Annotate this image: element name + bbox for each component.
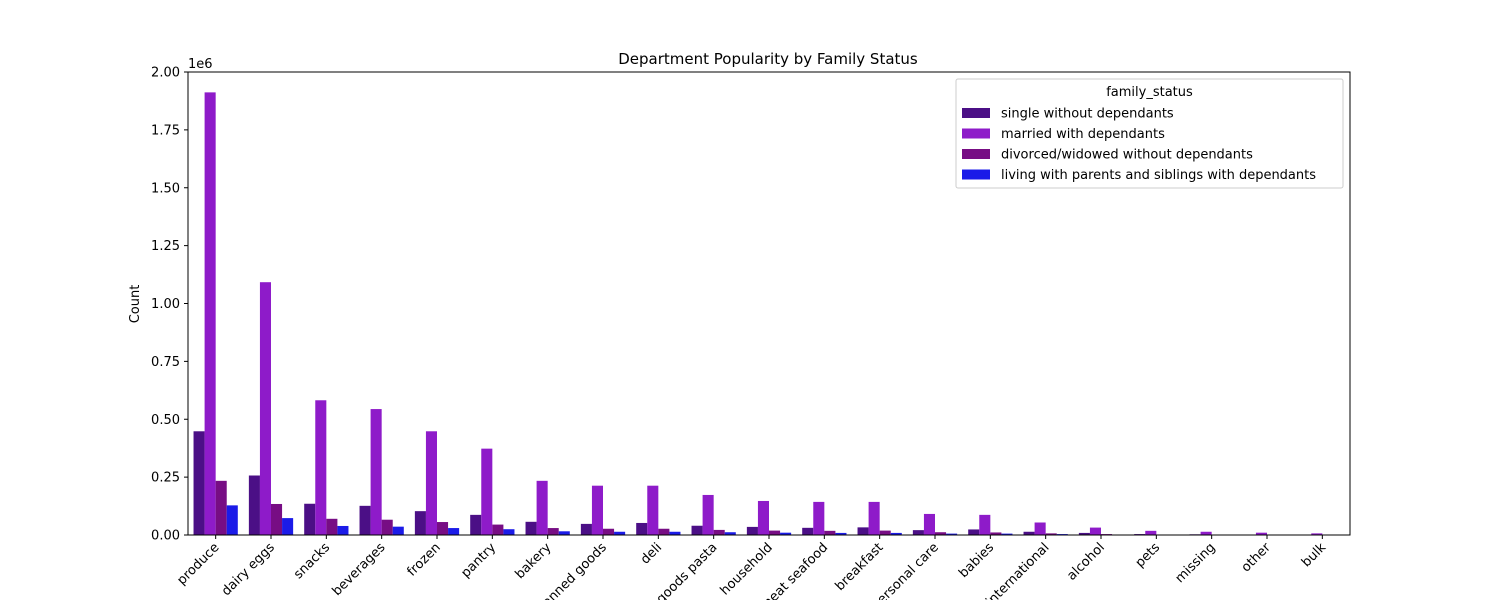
bar: [227, 505, 238, 535]
bar: [692, 526, 703, 535]
bar: [371, 409, 382, 535]
y-tick-label: 0.00: [151, 529, 180, 544]
bar: [1145, 531, 1156, 535]
y-tick-label: 1.50: [151, 181, 180, 196]
bar: [481, 449, 492, 535]
bar: [537, 481, 548, 535]
legend-swatch: [962, 108, 990, 118]
bar: [271, 504, 282, 535]
bar: [813, 502, 824, 535]
bar: [216, 481, 227, 535]
bar: [282, 518, 293, 535]
bar: [858, 527, 869, 535]
bar: [592, 486, 603, 535]
bar: [492, 525, 503, 535]
x-tick-label: bulk: [1299, 540, 1329, 570]
x-tick-label: household: [718, 540, 776, 598]
bar: [758, 501, 769, 535]
bar: [714, 530, 725, 535]
x-tick-label: alcohol: [1064, 540, 1107, 583]
bar: [747, 527, 758, 535]
y-tick-label: 2.00: [151, 66, 180, 81]
y-tick-label: 0.50: [151, 413, 180, 428]
bar: [647, 486, 658, 535]
y-axis-label: Count: [128, 285, 143, 324]
legend-label: married with dependants: [1001, 127, 1165, 142]
x-tick-label: babies: [956, 540, 997, 581]
bar: [1090, 528, 1101, 535]
bar: [326, 519, 337, 535]
bar: [802, 528, 813, 535]
bar: [703, 495, 714, 535]
bar: [636, 523, 647, 535]
bar: [924, 514, 935, 535]
y-tick-label: 0.25: [151, 471, 180, 486]
legend-title: family_status: [1106, 85, 1193, 100]
bar: [360, 506, 371, 535]
legend-label: divorced/widowed without dependants: [1001, 148, 1253, 163]
bar: [415, 511, 426, 535]
bar: [824, 531, 835, 535]
y-tick-label: 0.75: [151, 355, 180, 370]
bar: [1035, 522, 1046, 535]
x-tick-label: other: [1239, 540, 1275, 576]
bar: [603, 529, 614, 535]
bar: [503, 529, 514, 535]
y-axis-offset-label: 1e6: [188, 57, 213, 72]
y-tick-label: 1.75: [151, 123, 180, 138]
x-tick-label: missing: [1173, 540, 1219, 586]
bar: [260, 282, 271, 535]
bar: [968, 529, 979, 535]
bar: [470, 515, 481, 535]
bar: [393, 527, 404, 535]
bar: [581, 524, 592, 535]
bar: [880, 531, 891, 535]
bar: [548, 528, 559, 535]
x-tick-label: dairy eggs: [219, 540, 278, 599]
x-tick-label: bakery: [513, 540, 555, 582]
bar: [869, 502, 880, 535]
bar: [194, 431, 205, 535]
y-tick-label: 1.00: [151, 297, 180, 312]
legend-swatch: [962, 129, 990, 139]
bar: [979, 515, 990, 535]
legend-swatch: [962, 170, 990, 180]
x-tick-label: produce: [174, 540, 222, 588]
y-tick-label: 1.25: [151, 239, 180, 254]
bar: [526, 522, 537, 535]
legend-label: living with parents and siblings with de…: [1001, 168, 1316, 183]
x-tick-label: pantry: [458, 540, 499, 581]
bar: [769, 531, 780, 535]
bar: [437, 522, 448, 535]
legend-swatch: [962, 149, 990, 159]
x-tick-label: breakfast: [833, 540, 887, 594]
bar: [559, 531, 570, 535]
bar: [382, 520, 393, 535]
x-tick-label: deli: [638, 540, 665, 567]
bar: [315, 400, 326, 535]
bar: [205, 92, 216, 535]
x-tick-label: snacks: [291, 540, 333, 582]
bar: [913, 530, 924, 535]
chart-title: Department Popularity by Family Status: [618, 50, 918, 68]
bar: [426, 431, 437, 535]
bar: [304, 504, 315, 535]
x-tick-label: frozen: [404, 540, 443, 579]
x-tick-label: beverages: [330, 540, 389, 599]
bar: [658, 529, 669, 535]
bar: [448, 528, 459, 535]
legend-label: single without dependants: [1001, 107, 1174, 122]
bar: [249, 476, 260, 535]
x-tick-label: pets: [1133, 540, 1164, 571]
bar: [337, 526, 348, 535]
